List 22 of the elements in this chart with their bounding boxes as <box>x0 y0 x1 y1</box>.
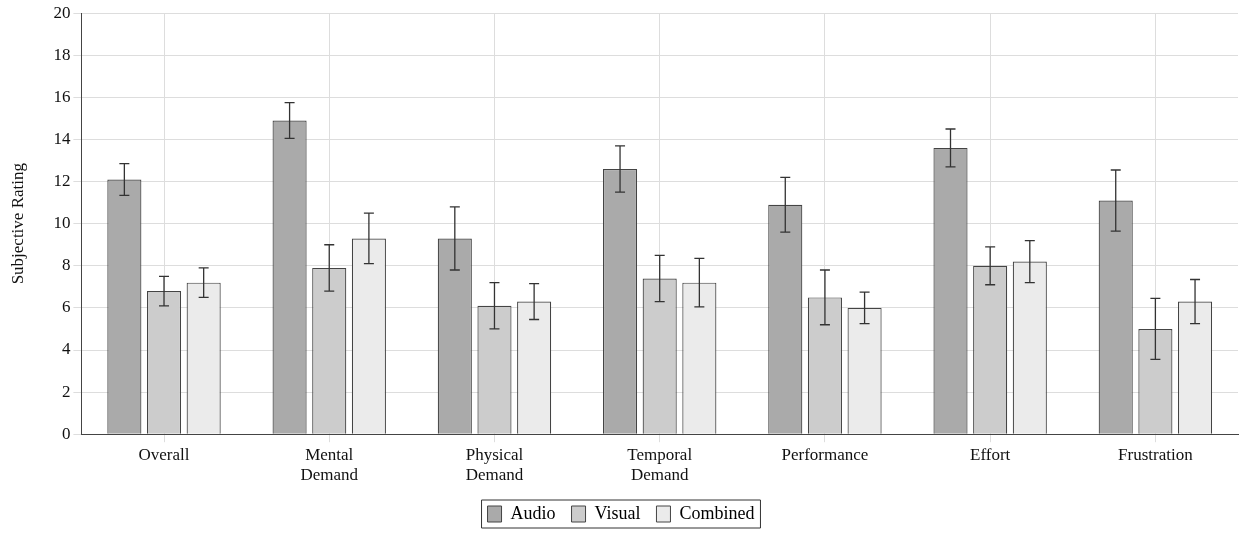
y-tick-label: 20 <box>53 2 71 22</box>
legend-label: Audio <box>510 502 556 523</box>
legend-label: Visual <box>594 502 641 523</box>
x-tick-label: Overall <box>138 444 190 464</box>
x-tick-label: Temporal Demand <box>627 444 693 485</box>
x-tick-label: Effort <box>970 444 1011 464</box>
y-tick-label: 2 <box>61 381 71 401</box>
x-tick-label: Performance <box>781 444 869 464</box>
y-tick-label: 0 <box>61 423 71 443</box>
x-tick-label: Frustration <box>1118 444 1194 464</box>
legend-label: Combined <box>679 502 755 523</box>
y-tick-label: 16 <box>53 86 71 106</box>
x-tick-label: Mental Demand <box>300 444 359 485</box>
y-tick-label: 12 <box>53 171 71 191</box>
y-tick-label: 6 <box>61 297 71 317</box>
y-tick-label: 14 <box>53 128 71 148</box>
y-axis-title: Subjective Rating <box>7 162 27 285</box>
y-tick-label: 10 <box>53 213 71 233</box>
y-tick-label: 8 <box>61 255 71 275</box>
y-tick-label: 4 <box>61 339 71 359</box>
y-tick-label: 18 <box>53 44 71 64</box>
x-tick-label: Physical Demand <box>465 444 524 485</box>
